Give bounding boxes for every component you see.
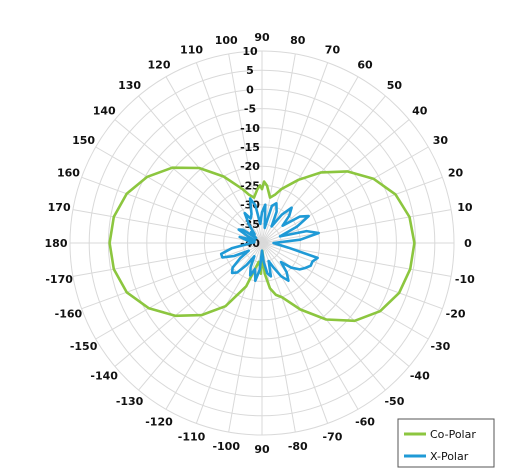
angle-tick-label: -140 [90, 369, 118, 382]
polar-grid [69, 50, 455, 436]
grid-spoke [165, 242, 263, 410]
angle-tick-label: 50 [387, 79, 403, 92]
angle-tick-label: -80 [288, 440, 308, 453]
grid-spoke [261, 242, 429, 340]
angle-tick-label: -160 [55, 307, 83, 320]
grid-spoke [261, 146, 429, 244]
grid-spoke [261, 242, 329, 424]
angle-tick-label: -50 [384, 395, 404, 408]
angle-tick-label: 130 [118, 79, 141, 92]
radial-tick-label: 0 [246, 83, 254, 96]
grid-spoke [261, 209, 452, 244]
grid-spoke [261, 53, 296, 244]
angle-tick-label: -170 [45, 273, 73, 286]
angle-tick-label: -20 [446, 307, 466, 320]
grid-spoke [81, 242, 263, 310]
angle-tick-label: -120 [145, 415, 173, 428]
angle-tick-label: -110 [178, 431, 206, 444]
angle-tick-label: 160 [57, 167, 80, 180]
angle-tick-label: 140 [93, 105, 116, 118]
grid-spoke [95, 146, 263, 244]
angle-tick-label: 40 [412, 105, 428, 118]
angle-tick-label: -130 [116, 395, 144, 408]
grid-spoke [72, 209, 263, 244]
grid-spoke [261, 62, 329, 244]
angle-tick-label: -100 [212, 440, 240, 453]
series-lines [108, 166, 416, 323]
angle-tick-label: 60 [357, 59, 373, 72]
angle-tick-label: 100 [215, 34, 238, 47]
angle-tick-label: -10 [455, 273, 475, 286]
angle-tick-label: -30 [430, 340, 450, 353]
angle-tick-label: 90 [254, 443, 270, 456]
angle-tick-label: 70 [325, 43, 341, 56]
angle-tick-label: 180 [45, 237, 68, 250]
grid-spoke [261, 176, 443, 244]
radial-tick-label: -15 [240, 141, 260, 154]
radial-tick-label: -10 [240, 122, 260, 135]
angle-tick-labels: 90 80706050403020100-10-20-30-40-50-60-70… [45, 31, 476, 456]
grid-spoke [114, 119, 263, 244]
angle-tick-label: 30 [433, 134, 449, 147]
radial-tick-label: -20 [240, 160, 260, 173]
angle-tick-label: -60 [355, 415, 375, 428]
legend: Co-Polar X-Polar [397, 418, 495, 468]
radial-tick-label: -5 [244, 103, 256, 116]
grid-spoke [95, 242, 263, 340]
angle-tick-label: -40 [410, 369, 430, 382]
angle-tick-label: -150 [70, 340, 98, 353]
angle-tick-label: 110 [180, 43, 203, 56]
grid-spoke [261, 76, 359, 244]
grid-spoke [261, 242, 443, 310]
series-line-co-polar [108, 166, 416, 323]
angle-tick-label: 20 [448, 167, 464, 180]
angle-tick-label: 10 [457, 201, 473, 214]
angle-tick-label: 170 [48, 201, 71, 214]
angle-tick-label: 80 [290, 34, 306, 47]
series-line-x-polar [219, 197, 320, 283]
angle-tick-label: 120 [148, 59, 171, 72]
radial-tick-label: 5 [246, 64, 254, 77]
legend-label-co-polar: Co-Polar [430, 428, 476, 441]
grid-spoke [81, 176, 263, 244]
legend-label-x-polar: X-Polar [430, 450, 469, 463]
radial-tick-label: 10 [242, 45, 258, 58]
legend-box [397, 418, 495, 468]
radial-tick-label: -25 [240, 179, 260, 192]
angle-tick-label: 0 [464, 237, 472, 250]
angle-tick-label: 90 [254, 31, 270, 44]
angle-tick-label: -70 [323, 431, 343, 444]
grid-spoke [261, 95, 386, 244]
angle-tick-label: 150 [72, 134, 95, 147]
